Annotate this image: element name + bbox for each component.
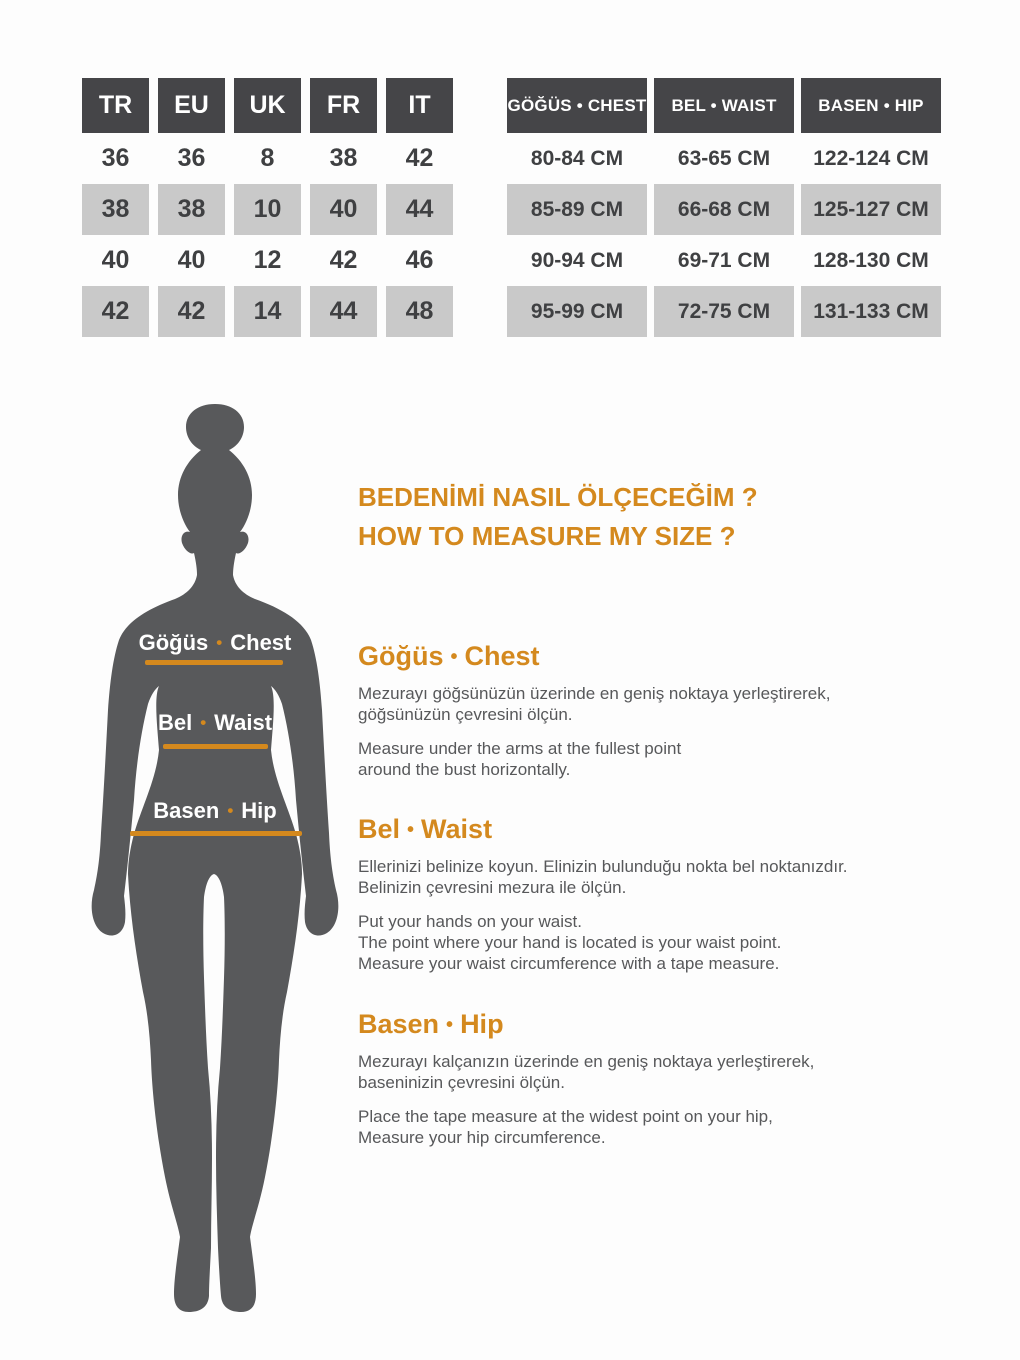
figure-hip-label: Basen • Hip [85,798,345,824]
measure-table-row: 85-89 CM 66-68 CM 125-127 CM [507,184,941,235]
bullet-icon: • [407,819,415,841]
figure-hip-label-en: Hip [241,798,277,823]
figure-chest-label-en: Chest [230,630,292,655]
size-col-tr: TR [82,78,149,133]
guide-title-en: HOW TO MEASURE MY SIZE ? [358,521,736,551]
section-chest-text-tr: Mezurayı göğsünüzün üzerinde en geniş no… [358,684,831,724]
size-table-row: 36 36 8 38 42 [82,133,453,184]
section-waist-heading-tr: Bel [358,814,401,844]
size-cell: 36 [101,144,130,172]
section-chest-heading: Göğüs • Chest [358,640,1006,673]
section-waist-heading: Bel • Waist [358,813,1006,846]
section-hip-text-tr: Mezurayı kalçanızın üzerinde en geniş no… [358,1052,815,1092]
size-col-eu: EU [158,78,225,133]
size-cell: 42 [405,144,434,172]
section-hip-heading: Basen • Hip [358,1008,1006,1041]
measure-cell: 66-68 CM [654,184,794,235]
guide-title-tr: BEDENİMİ NASIL ÖLÇECEĞİM ? [358,482,758,512]
measure-cell: 72-75 CM [654,286,794,337]
waist-measure-line [163,744,268,749]
figure-waist-label-en: Waist [214,710,273,735]
size-cell: 46 [405,246,434,274]
section-hip-heading-en: Hip [460,1009,504,1039]
figure-chest-label-tr: Göğüs [138,630,209,655]
measure-table-row: 90-94 CM 69-71 CM 128-130 CM [507,235,941,286]
bullet-icon: • [216,633,223,652]
guide-title: BEDENİMİ NASIL ÖLÇECEĞİM ? HOW TO MEASUR… [358,478,1008,556]
measure-col-chest: GÖĞÜS • CHEST [507,78,647,133]
bullet-icon: • [227,801,234,820]
size-cell: 42 [329,246,358,274]
size-cell: 40 [310,184,377,235]
size-col-uk: UK [234,78,301,133]
size-cell: 42 [158,286,225,337]
size-cell: 14 [234,286,301,337]
measure-cell: 122-124 CM [813,146,929,170]
body-measurements-table: GÖĞÜS • CHEST BEL • WAIST BASEN • HIP 80… [500,78,948,337]
measure-table-header-row: GÖĞÜS • CHEST BEL • WAIST BASEN • HIP [507,78,941,133]
measure-cell: 125-127 CM [801,184,941,235]
section-hip: Basen • Hip Mezurayı kalçanızın üzerinde e… [358,1008,1006,1161]
bullet-icon: • [450,646,458,668]
size-cell: 44 [386,184,453,235]
size-conversion-table: TR EU UK FR IT 36 36 8 38 42 38 38 10 40… [73,78,462,337]
size-table-row: 40 40 12 42 46 [82,235,453,286]
measure-table-row: 80-84 CM 63-65 CM 122-124 CM [507,133,941,184]
chest-measure-line [145,660,283,665]
figure-hip-label-tr: Basen [153,798,220,823]
measure-col-waist: BEL • WAIST [654,78,794,133]
size-cell: 8 [260,144,275,172]
size-cell: 48 [386,286,453,337]
section-waist-text-tr: Ellerinizi belinize koyun. Elinizin bulu… [358,857,848,897]
bullet-icon: • [200,713,207,732]
figure-waist-label-tr: Bel [157,710,193,735]
size-cell: 40 [101,246,130,274]
section-waist-heading-en: Waist [421,814,493,844]
section-chest-heading-tr: Göğüs [358,641,444,671]
size-cell: 10 [234,184,301,235]
measure-cell: 85-89 CM [507,184,647,235]
figure-waist-label: Bel • Waist [85,710,345,736]
size-cell: 38 [329,144,358,172]
measure-cell: 95-99 CM [507,286,647,337]
size-cell: 36 [177,144,206,172]
measure-cell: 63-65 CM [677,146,771,170]
size-table-row: 38 38 10 40 44 [82,184,453,235]
measure-cell: 69-71 CM [677,248,771,272]
size-col-it: IT [386,78,453,133]
section-waist-text-en: Put your hands on your waist. The point … [358,912,782,973]
section-waist: Bel • Waist Ellerinizi belinize koyun. Eli… [358,813,1006,987]
figure-chest-label: Göğüs • Chest [85,630,345,656]
bullet-icon: • [446,1014,454,1036]
body-figure: Göğüs • Chest Bel • Waist Basen • Hip [85,392,345,1342]
size-col-fr: FR [310,78,377,133]
section-chest-heading-en: Chest [464,641,540,671]
female-silhouette-image [91,404,339,1312]
size-table-header-row: TR EU UK FR IT [82,78,453,133]
measure-cell: 131-133 CM [801,286,941,337]
size-cell: 38 [82,184,149,235]
size-cell: 44 [310,286,377,337]
size-cell: 12 [253,246,282,274]
size-cell: 40 [177,246,206,274]
section-chest: Göğüs • Chest Mezurayı göğsünüzün üzerinde… [358,640,1006,793]
section-hip-heading-tr: Basen [358,1009,440,1039]
measure-table-row: 95-99 CM 72-75 CM 131-133 CM [507,286,941,337]
size-table-row: 42 42 14 44 48 [82,286,453,337]
measure-cell: 80-84 CM [530,146,624,170]
measure-col-hip: BASEN • HIP [801,78,941,133]
measure-cell: 90-94 CM [530,248,624,272]
size-cell: 38 [158,184,225,235]
hip-measure-line [130,831,302,836]
section-chest-text-en: Measure under the arms at the fullest po… [358,739,682,779]
size-cell: 42 [82,286,149,337]
section-hip-text-en: Place the tape measure at the widest poi… [358,1107,773,1147]
measure-cell: 128-130 CM [813,248,929,272]
